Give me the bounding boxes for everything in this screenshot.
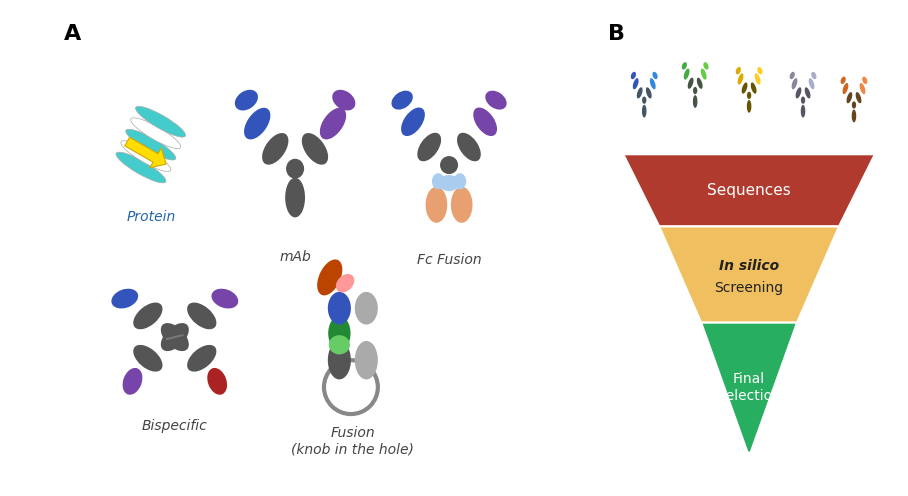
Ellipse shape [631, 72, 636, 79]
Ellipse shape [855, 92, 862, 103]
Ellipse shape [860, 83, 865, 94]
Polygon shape [623, 154, 875, 227]
Ellipse shape [457, 133, 481, 161]
Ellipse shape [653, 72, 657, 79]
Ellipse shape [439, 175, 459, 191]
Ellipse shape [696, 78, 703, 89]
Ellipse shape [355, 341, 378, 379]
Ellipse shape [328, 292, 350, 324]
Ellipse shape [328, 316, 350, 351]
Ellipse shape [852, 110, 856, 123]
Ellipse shape [755, 73, 761, 84]
Ellipse shape [795, 87, 802, 99]
Text: In silico: In silico [719, 259, 779, 273]
Ellipse shape [451, 186, 472, 223]
Ellipse shape [286, 159, 304, 179]
Ellipse shape [485, 91, 507, 110]
Polygon shape [701, 323, 797, 452]
Ellipse shape [735, 67, 741, 74]
Ellipse shape [123, 368, 143, 395]
Ellipse shape [131, 118, 181, 149]
Ellipse shape [746, 100, 752, 113]
Ellipse shape [811, 72, 816, 79]
Ellipse shape [809, 78, 814, 89]
Ellipse shape [637, 87, 643, 99]
Ellipse shape [843, 83, 848, 94]
Ellipse shape [285, 178, 305, 217]
Ellipse shape [401, 108, 425, 136]
Ellipse shape [133, 303, 163, 329]
Polygon shape [124, 137, 166, 168]
Ellipse shape [642, 97, 646, 104]
Polygon shape [659, 227, 839, 323]
Ellipse shape [391, 91, 413, 110]
Text: mAb: mAb [280, 250, 311, 264]
Ellipse shape [426, 186, 448, 223]
Ellipse shape [125, 129, 176, 160]
Ellipse shape [804, 87, 811, 99]
Ellipse shape [235, 90, 258, 111]
Ellipse shape [473, 108, 497, 136]
Text: Fc Fusion: Fc Fusion [417, 253, 481, 267]
Ellipse shape [207, 368, 227, 395]
Text: Protein: Protein [126, 210, 175, 224]
Ellipse shape [244, 108, 271, 139]
Ellipse shape [852, 101, 856, 109]
Ellipse shape [187, 303, 216, 329]
Ellipse shape [116, 152, 166, 183]
Ellipse shape [642, 105, 646, 118]
Ellipse shape [801, 105, 805, 118]
Ellipse shape [757, 67, 763, 74]
Ellipse shape [135, 106, 185, 137]
Text: B: B [608, 24, 626, 44]
Ellipse shape [320, 108, 346, 139]
Ellipse shape [317, 259, 342, 296]
Ellipse shape [737, 73, 744, 84]
Ellipse shape [693, 87, 697, 94]
Ellipse shape [646, 87, 652, 99]
Ellipse shape [650, 78, 656, 89]
Ellipse shape [332, 90, 355, 111]
Ellipse shape [687, 78, 694, 89]
Text: A: A [64, 24, 82, 44]
Ellipse shape [704, 62, 708, 69]
Text: Bispecific: Bispecific [142, 419, 208, 433]
Ellipse shape [161, 323, 189, 351]
Ellipse shape [682, 62, 687, 69]
Ellipse shape [846, 92, 853, 103]
Ellipse shape [693, 95, 697, 108]
Ellipse shape [262, 133, 289, 165]
Ellipse shape [747, 92, 751, 99]
Ellipse shape [355, 292, 378, 324]
Ellipse shape [792, 78, 797, 89]
Ellipse shape [121, 141, 171, 172]
Ellipse shape [751, 82, 756, 94]
Ellipse shape [187, 345, 216, 372]
Ellipse shape [336, 274, 354, 293]
Text: Screening: Screening [715, 281, 784, 295]
Text: Fusion
(knob in the hole): Fusion (knob in the hole) [291, 426, 414, 456]
Ellipse shape [440, 156, 458, 174]
Ellipse shape [454, 173, 466, 189]
Ellipse shape [633, 78, 638, 89]
Ellipse shape [112, 289, 138, 309]
Text: Sequences: Sequences [707, 183, 791, 198]
Ellipse shape [432, 173, 445, 189]
Ellipse shape [801, 97, 805, 104]
Ellipse shape [212, 289, 238, 309]
Ellipse shape [684, 68, 689, 80]
Ellipse shape [863, 76, 867, 84]
Ellipse shape [161, 323, 189, 351]
Ellipse shape [841, 76, 845, 84]
Ellipse shape [701, 68, 706, 80]
Ellipse shape [133, 345, 163, 372]
Ellipse shape [742, 82, 747, 94]
Ellipse shape [418, 133, 441, 161]
Text: Final
Selection: Final Selection [717, 372, 781, 403]
Ellipse shape [790, 72, 794, 79]
Ellipse shape [329, 335, 350, 355]
Ellipse shape [301, 133, 328, 165]
Ellipse shape [328, 341, 350, 379]
